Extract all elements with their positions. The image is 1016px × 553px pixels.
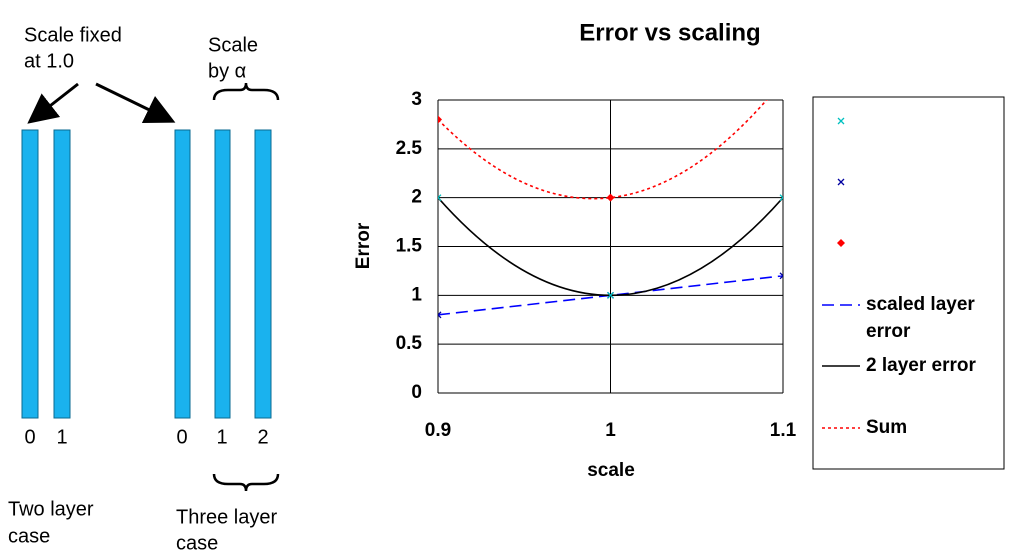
label: case [8, 525, 50, 547]
arrow [95, 82, 176, 123]
data-point [606, 193, 615, 202]
legend-marker [837, 117, 845, 125]
legend-label: Sum [866, 417, 907, 438]
layer-label: 1 [216, 426, 227, 448]
y-tick-label: 0.5 [396, 333, 423, 354]
legend-label: scaled layer error [866, 294, 975, 342]
layers [21, 129, 272, 419]
label: at 1.0 [24, 50, 74, 72]
layer-label: 0 [176, 426, 187, 448]
label: case [176, 532, 218, 553]
brace [212, 473, 280, 492]
series-line [438, 100, 768, 200]
label: Three layer [176, 506, 277, 528]
data-point [779, 272, 783, 280]
layer-bar [21, 129, 39, 419]
data-point [438, 115, 442, 124]
layer-bar [254, 129, 272, 419]
layer-label: 0 [24, 426, 35, 448]
label: Two layer [8, 498, 94, 520]
y-tick-label: 0 [411, 382, 422, 403]
data-point [438, 311, 442, 319]
x-tick-label: 0.9 [425, 420, 451, 441]
label: Scale [208, 34, 258, 56]
legend-marker [837, 178, 845, 186]
layer-label: 2 [257, 426, 268, 448]
diagram: Scale fixed at 1.0 Scale by α 0 1 0 1 2 … [8, 24, 280, 553]
data-point [438, 194, 442, 202]
y-tick-label: 3 [411, 89, 422, 110]
y-tick-label: 2 [411, 187, 422, 208]
y-axis-label: Error [353, 222, 374, 269]
x-axis-label: scale [587, 460, 635, 481]
legend-marker [837, 239, 845, 247]
data-point [607, 291, 614, 299]
layer-bar [174, 129, 191, 419]
layer-label: 1 [56, 426, 67, 448]
y-tick-label: 2.5 [396, 138, 423, 159]
y-tick-label: 1 [411, 284, 422, 305]
y-tick-label: 1.5 [396, 236, 423, 257]
arrow [27, 82, 79, 124]
brace [212, 82, 280, 101]
legend-box [812, 96, 1005, 470]
x-tick-label: 1.1 [770, 420, 797, 441]
series-layer [438, 76, 787, 319]
data-point [779, 76, 787, 84]
label: by α [208, 60, 246, 82]
layer-bar [53, 129, 71, 419]
layer-bar [214, 129, 231, 419]
x-tick-label: 1 [605, 420, 616, 441]
label: Scale fixed [24, 24, 122, 46]
chart-title: Error vs scaling [579, 19, 760, 46]
data-point [779, 194, 783, 202]
legend-label: 2 layer error [866, 355, 976, 376]
